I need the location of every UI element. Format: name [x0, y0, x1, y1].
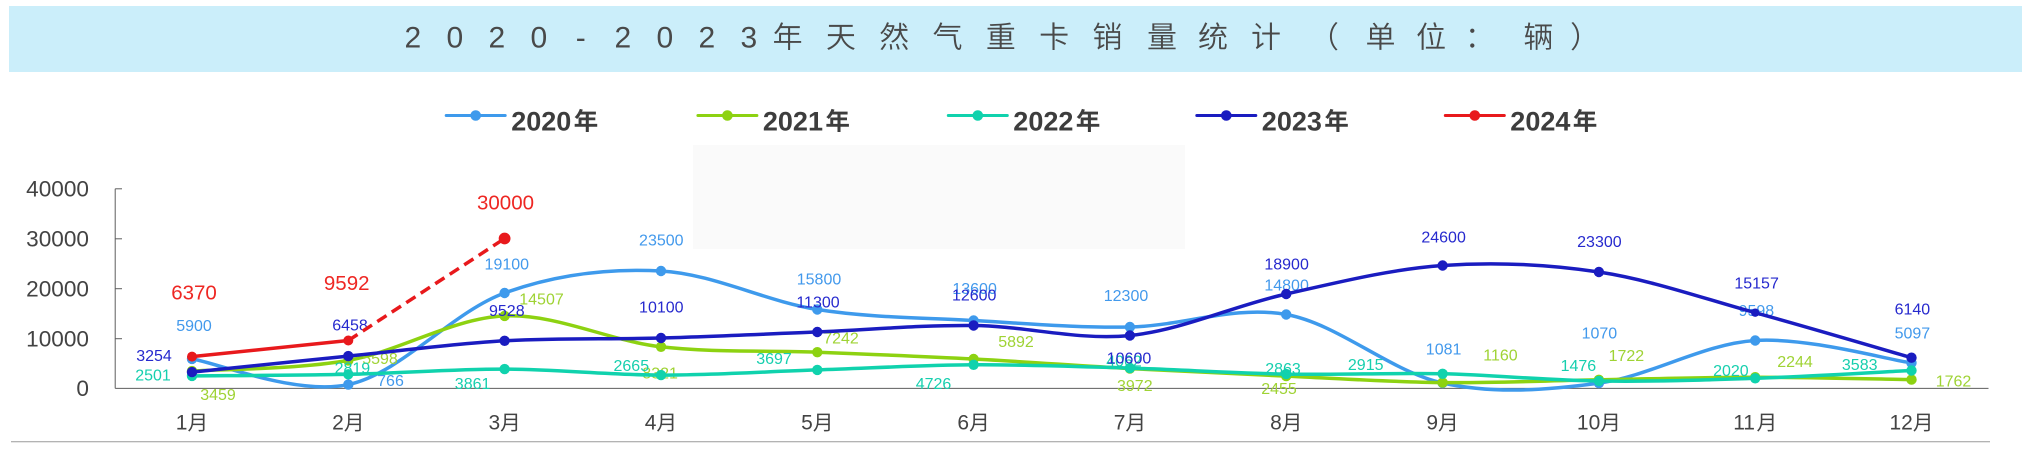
- svg-text:2020: 2020: [511, 107, 571, 137]
- svg-text:1081: 1081: [1426, 342, 1462, 359]
- svg-text:2022: 2022: [1013, 107, 1073, 137]
- svg-text:13600: 13600: [952, 281, 997, 298]
- svg-text:3254: 3254: [136, 348, 172, 365]
- svg-text:766: 766: [377, 373, 404, 390]
- svg-text:6140: 6140: [1895, 301, 1931, 318]
- svg-text:3861: 3861: [455, 376, 491, 393]
- svg-text:12300: 12300: [1104, 288, 1149, 305]
- svg-text:6370: 6370: [171, 282, 217, 305]
- svg-text:2: 2: [614, 22, 631, 55]
- svg-text:2023: 2023: [1262, 107, 1322, 137]
- svg-text:0: 0: [530, 22, 547, 55]
- svg-text:1476: 1476: [1561, 358, 1597, 375]
- svg-text:9528: 9528: [489, 303, 525, 320]
- svg-text:2244: 2244: [1777, 354, 1813, 371]
- svg-text:2: 2: [404, 22, 421, 55]
- svg-text:4726: 4726: [916, 376, 952, 393]
- svg-text:14507: 14507: [519, 292, 564, 309]
- svg-text:5097: 5097: [1895, 325, 1931, 342]
- svg-text:10000: 10000: [26, 326, 89, 351]
- svg-text:2020: 2020: [1713, 363, 1749, 380]
- svg-text:30000: 30000: [477, 192, 534, 215]
- svg-text:0: 0: [656, 22, 673, 55]
- svg-text:0: 0: [446, 22, 463, 55]
- svg-text:2024: 2024: [1510, 107, 1570, 137]
- svg-text:8: 8: [1270, 411, 1282, 434]
- svg-text:3: 3: [489, 411, 501, 434]
- svg-text:11300: 11300: [796, 295, 839, 312]
- svg-text:40000: 40000: [26, 176, 89, 201]
- svg-text:30000: 30000: [26, 226, 89, 251]
- svg-text:9592: 9592: [324, 272, 370, 295]
- svg-text:2819: 2819: [335, 361, 371, 378]
- svg-text:19100: 19100: [485, 256, 530, 273]
- svg-text:23500: 23500: [639, 233, 684, 250]
- svg-text:2: 2: [332, 411, 344, 434]
- svg-text:9: 9: [1426, 411, 1438, 434]
- svg-text:6458: 6458: [332, 318, 368, 335]
- svg-text:12: 12: [1890, 411, 1913, 434]
- svg-text:2: 2: [488, 22, 505, 55]
- svg-text:1762: 1762: [1936, 374, 1972, 391]
- svg-text:5892: 5892: [998, 334, 1034, 351]
- svg-text:3697: 3697: [756, 351, 792, 368]
- svg-text:2863: 2863: [1265, 361, 1301, 378]
- svg-text:20000: 20000: [26, 276, 89, 301]
- svg-text:5900: 5900: [176, 318, 212, 335]
- svg-text:15157: 15157: [1734, 276, 1779, 293]
- svg-text:1160: 1160: [1483, 348, 1518, 365]
- svg-text:-: -: [576, 22, 586, 55]
- svg-text:12600: 12600: [952, 288, 997, 305]
- svg-text:18900: 18900: [1264, 256, 1309, 273]
- svg-text:15800: 15800: [797, 271, 842, 288]
- svg-text:1722: 1722: [1609, 348, 1645, 365]
- svg-text:2915: 2915: [1348, 357, 1384, 374]
- svg-text:7242: 7242: [823, 331, 859, 348]
- svg-text:1070: 1070: [1582, 325, 1618, 342]
- svg-text:1: 1: [176, 411, 188, 434]
- svg-text:0: 0: [76, 376, 89, 401]
- svg-text:3: 3: [740, 22, 757, 55]
- svg-text:2665: 2665: [614, 358, 650, 375]
- svg-text:24600: 24600: [1421, 229, 1466, 246]
- svg-text:4062: 4062: [1106, 354, 1142, 371]
- svg-text:23300: 23300: [1577, 234, 1622, 251]
- svg-text:2021: 2021: [763, 107, 823, 137]
- svg-text:3459: 3459: [200, 387, 236, 404]
- svg-text:3583: 3583: [1842, 357, 1878, 374]
- svg-text:7: 7: [1114, 411, 1126, 434]
- svg-text:3972: 3972: [1117, 378, 1153, 395]
- svg-text:6: 6: [957, 411, 969, 434]
- svg-text:2501: 2501: [135, 368, 171, 385]
- svg-text:10100: 10100: [639, 300, 684, 317]
- svg-text:2455: 2455: [1261, 381, 1297, 398]
- svg-text:10: 10: [1577, 411, 1600, 434]
- svg-text:5: 5: [801, 411, 813, 434]
- svg-text:11: 11: [1733, 411, 1755, 434]
- svg-text:10600: 10600: [1107, 350, 1152, 367]
- svg-text:4: 4: [645, 411, 657, 434]
- svg-text:2: 2: [698, 22, 715, 55]
